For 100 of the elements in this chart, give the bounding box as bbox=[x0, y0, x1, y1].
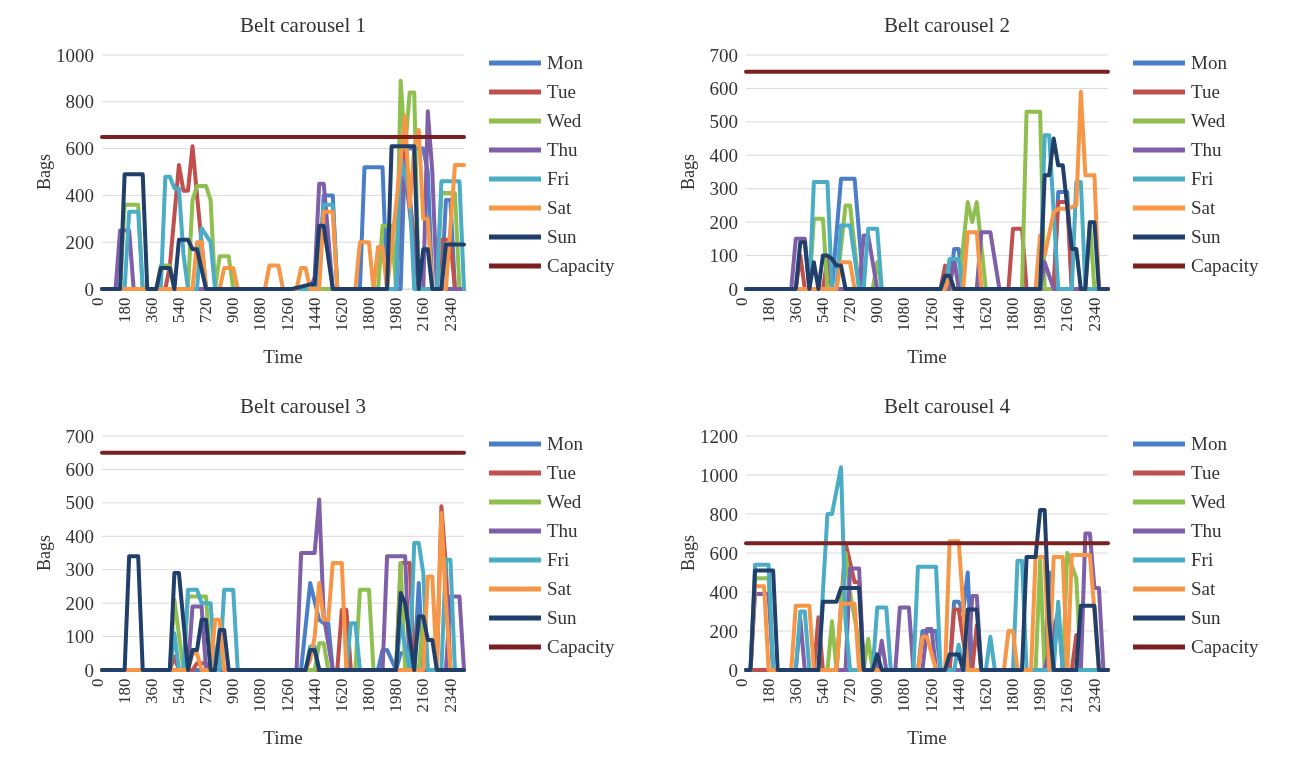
legend-label: Tue bbox=[547, 462, 576, 483]
x-tick-label: 1080 bbox=[894, 297, 914, 332]
legend-label: Sun bbox=[1191, 226, 1222, 247]
y-axis-title: Bags bbox=[678, 154, 698, 190]
x-tick-label: 1800 bbox=[359, 678, 379, 713]
x-tick-label: 1800 bbox=[1003, 678, 1023, 713]
x-tick-label: 2160 bbox=[413, 297, 433, 332]
x-tick-label: 540 bbox=[169, 678, 188, 704]
y-tick-label: 500 bbox=[65, 492, 94, 514]
x-tick-label: 1980 bbox=[1030, 678, 1050, 713]
y-axis-title: Bags bbox=[34, 535, 54, 571]
legend-label: Fri bbox=[547, 168, 570, 189]
legend-label: Wed bbox=[547, 491, 582, 512]
legend-label: Fri bbox=[1191, 549, 1214, 570]
x-tick-label: 360 bbox=[785, 678, 805, 704]
x-axis-title: Time bbox=[263, 346, 303, 367]
y-tick-label: 300 bbox=[65, 559, 94, 581]
x-tick-label: 2160 bbox=[413, 678, 433, 713]
y-tick-label: 500 bbox=[709, 111, 738, 133]
x-tick-label: 1620 bbox=[975, 297, 995, 332]
legend-label: Sun bbox=[547, 226, 578, 247]
x-tick-label: 900 bbox=[223, 297, 243, 323]
chart-title: Belt carousel 4 bbox=[884, 394, 1011, 418]
legend-label: Tue bbox=[1191, 81, 1220, 102]
x-tick-label: 2340 bbox=[440, 297, 460, 332]
x-tick-label: 1980 bbox=[1030, 297, 1050, 332]
x-tick-label: 1620 bbox=[331, 297, 351, 332]
x-tick-label: 1080 bbox=[894, 678, 914, 713]
legend-label: Mon bbox=[1191, 52, 1228, 73]
y-tick-label: 200 bbox=[65, 592, 94, 614]
y-tick-label: 100 bbox=[709, 245, 738, 267]
y-tick-label: 400 bbox=[65, 184, 94, 206]
x-tick-label: 360 bbox=[141, 678, 161, 704]
legend-label: Sat bbox=[1191, 197, 1216, 218]
x-tick-label: 1260 bbox=[277, 297, 297, 332]
y-tick-label: 1000 bbox=[700, 464, 738, 486]
y-tick-label: 200 bbox=[709, 211, 738, 233]
x-tick-label: 360 bbox=[785, 297, 805, 323]
x-tick-label: 1440 bbox=[304, 297, 324, 332]
x-axis-title: Time bbox=[907, 346, 947, 367]
y-tick-label: 400 bbox=[709, 144, 738, 166]
y-tick-label: 200 bbox=[65, 231, 94, 253]
y-tick-label: 100 bbox=[65, 626, 94, 648]
y-axis-title: Bags bbox=[34, 154, 54, 190]
y-tick-label: 400 bbox=[709, 581, 738, 603]
x-tick-label: 180 bbox=[114, 678, 134, 704]
legend-label: Capacity bbox=[1191, 255, 1260, 276]
legend-label: Wed bbox=[547, 110, 582, 131]
y-tick-label: 700 bbox=[709, 44, 738, 66]
y-tick-label: 300 bbox=[709, 178, 738, 200]
chart-title: Belt carousel 2 bbox=[884, 13, 1010, 37]
legend-label: Fri bbox=[1191, 168, 1214, 189]
x-tick-label: 720 bbox=[196, 678, 216, 704]
chart-title: Belt carousel 1 bbox=[240, 13, 366, 37]
x-tick-label: 1260 bbox=[921, 678, 941, 713]
x-tick-label: 900 bbox=[867, 297, 887, 323]
legend-label: Thu bbox=[1191, 520, 1223, 541]
x-tick-label: 180 bbox=[114, 297, 134, 323]
legend-label: Thu bbox=[547, 520, 579, 541]
x-tick-label: 900 bbox=[867, 678, 887, 704]
x-tick-label: 900 bbox=[223, 678, 243, 704]
y-tick-label: 600 bbox=[709, 542, 738, 564]
x-tick-label: 1260 bbox=[921, 297, 941, 332]
legend-label: Capacity bbox=[1191, 636, 1260, 657]
x-tick-label: 180 bbox=[758, 297, 778, 323]
chart-title: Belt carousel 3 bbox=[240, 394, 366, 418]
legend-label: Sat bbox=[547, 197, 572, 218]
x-tick-label: 1260 bbox=[277, 678, 297, 713]
legend-label: Tue bbox=[1191, 462, 1220, 483]
legend-label: Mon bbox=[1191, 433, 1228, 454]
x-tick-label: 1440 bbox=[304, 678, 324, 713]
x-tick-label: 1440 bbox=[948, 678, 968, 713]
legend-label: Sat bbox=[1191, 578, 1216, 599]
x-tick-label: 1440 bbox=[948, 297, 968, 332]
y-tick-label: 800 bbox=[709, 503, 738, 525]
legend-label: Sat bbox=[547, 578, 572, 599]
x-tick-label: 2160 bbox=[1057, 678, 1077, 713]
legend-label: Capacity bbox=[547, 636, 616, 657]
x-tick-label: 360 bbox=[141, 297, 161, 323]
x-axis-title: Time bbox=[907, 727, 947, 748]
x-tick-label: 180 bbox=[758, 678, 778, 704]
x-tick-label: 1620 bbox=[975, 678, 995, 713]
y-tick-label: 600 bbox=[65, 459, 94, 481]
x-tick-label: 2160 bbox=[1057, 297, 1077, 332]
y-tick-label: 600 bbox=[709, 78, 738, 100]
legend-label: Wed bbox=[1191, 110, 1226, 131]
legend-label: Thu bbox=[547, 139, 579, 160]
legend-label: Sun bbox=[547, 607, 578, 628]
x-tick-label: 2340 bbox=[440, 678, 460, 713]
x-tick-label: 1800 bbox=[359, 297, 379, 332]
x-tick-label: 2340 bbox=[1084, 678, 1104, 713]
x-tick-label: 1080 bbox=[250, 297, 270, 332]
x-axis-title: Time bbox=[263, 727, 303, 748]
y-tick-label: 1000 bbox=[56, 44, 94, 66]
y-tick-label: 1200 bbox=[700, 425, 738, 447]
x-tick-label: 720 bbox=[840, 678, 860, 704]
legend-label: Thu bbox=[1191, 139, 1223, 160]
legend-label: Mon bbox=[547, 52, 584, 73]
x-tick-label: 720 bbox=[840, 297, 860, 323]
x-tick-label: 1620 bbox=[331, 678, 351, 713]
